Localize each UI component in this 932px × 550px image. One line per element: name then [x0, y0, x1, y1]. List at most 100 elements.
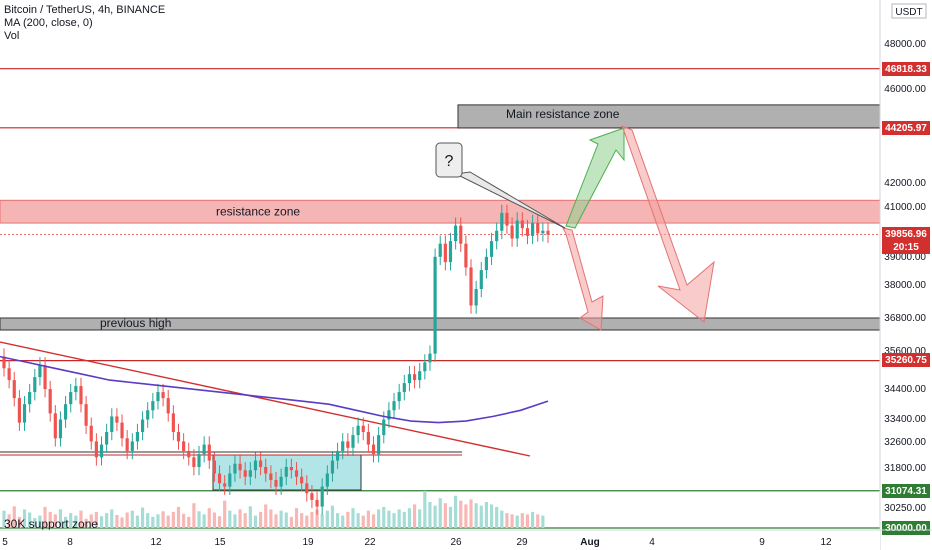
callout-tail: [454, 171, 566, 229]
volume-bar: [110, 509, 114, 528]
volume-bar: [99, 516, 104, 528]
candle-body: [22, 404, 27, 423]
candle-body: [531, 223, 535, 236]
candle-body: [289, 467, 293, 471]
candle-body: [182, 441, 186, 451]
candle-body: [84, 404, 88, 426]
candle-body: [33, 377, 37, 393]
x-tick-label: 22: [364, 537, 376, 548]
volume-bar: [520, 513, 524, 528]
volume-bar: [140, 507, 145, 528]
question-callout: [435, 142, 463, 178]
price-tag: 39856.96: [882, 227, 930, 241]
candle-body: [520, 220, 524, 229]
candle-body: [135, 431, 140, 442]
candle-body: [464, 243, 468, 268]
volume-bar: [48, 511, 52, 528]
volume-bar: [407, 508, 412, 528]
volume-bar: [233, 514, 237, 528]
volume-bar: [120, 517, 124, 528]
y-tick-label: 32600.00: [884, 437, 926, 448]
x-tick-label: 29: [516, 537, 528, 548]
volume-bar: [392, 513, 396, 528]
volume-bar: [89, 514, 93, 528]
candle-body: [448, 241, 453, 263]
candle-body: [79, 386, 83, 405]
x-tick-label: 4: [649, 537, 655, 548]
ma-200-line: [0, 355, 549, 424]
candle-body: [546, 230, 550, 235]
candle-body: [259, 460, 263, 467]
price-tag-label: 20:15: [893, 242, 919, 253]
candle-body: [402, 383, 406, 393]
volume-bar: [448, 506, 453, 528]
chart-legend: Bitcoin / TetherUS, 4h, BINANCE MA (200,…: [4, 4, 165, 43]
candle-body: [89, 425, 93, 442]
volume-bar: [428, 501, 432, 528]
volume-bar: [489, 504, 494, 528]
candle-body: [115, 416, 119, 423]
candle-body: [269, 473, 273, 481]
volume-bar: [243, 513, 247, 528]
candle-body: [351, 435, 355, 448]
volume-bar: [217, 516, 222, 528]
resistance-zone-label: resistance zone: [216, 204, 300, 218]
volume-bar: [525, 514, 530, 528]
volume-bar: [536, 514, 540, 528]
volume-bar: [156, 514, 160, 528]
candle-body: [541, 230, 545, 234]
candle-body: [500, 212, 504, 231]
volume-bar: [397, 509, 401, 528]
volume-bar: [479, 505, 483, 528]
volume-bar: [130, 510, 134, 528]
x-tick-label: 9: [759, 537, 765, 548]
candle-body: [356, 425, 360, 436]
candle-body: [418, 371, 422, 381]
volume-bar: [253, 515, 258, 528]
price-tag-bg: [882, 240, 930, 254]
candle-body: [284, 467, 288, 477]
main-resistance-label: Main resistance zone: [506, 107, 620, 121]
volume-bar: [454, 495, 458, 528]
candle-body: [510, 225, 514, 239]
volume-bar: [341, 515, 345, 528]
volume-bar: [433, 505, 437, 528]
candle-body: [325, 473, 329, 487]
y-tick-label: 36800.00: [884, 313, 926, 324]
time-axis-panel: [0, 530, 880, 550]
candle-body: [125, 438, 129, 451]
volume-bar: [94, 511, 98, 528]
volume-bar: [58, 509, 63, 528]
x-tick-label: 12: [820, 537, 832, 548]
y-tick-label: 41000.00: [884, 202, 926, 213]
candle-body: [407, 374, 412, 384]
candle-body: [305, 483, 309, 494]
resistance-zone: [0, 199, 881, 224]
volume-bar: [166, 515, 170, 528]
volume-bar: [171, 511, 175, 528]
volume-bar: [531, 511, 535, 528]
question-mark: ?: [445, 153, 454, 170]
price-tag-label: 31074.31: [885, 486, 927, 497]
candle-body: [412, 374, 417, 381]
y-tick-label: 33400.00: [884, 414, 926, 425]
volume-bar: [53, 514, 57, 528]
candle-body: [536, 223, 540, 234]
volume-bar: [274, 514, 278, 528]
volume-bar: [279, 510, 283, 528]
volume-bar: [294, 508, 299, 528]
price-tag-label: 30000.00: [885, 523, 927, 534]
volume-bar: [418, 509, 422, 528]
volume-bar: [412, 504, 417, 528]
volume-bar: [505, 513, 509, 528]
volume-bar: [28, 512, 32, 528]
candle-body: [489, 241, 494, 257]
candle-body: [176, 431, 181, 442]
candle-body: [366, 431, 370, 445]
candle-body: [484, 256, 489, 271]
volume-bar: [74, 515, 78, 528]
candle-body: [264, 467, 268, 474]
volume-bar: [423, 490, 427, 528]
price-tag: 30000.00: [882, 521, 930, 535]
